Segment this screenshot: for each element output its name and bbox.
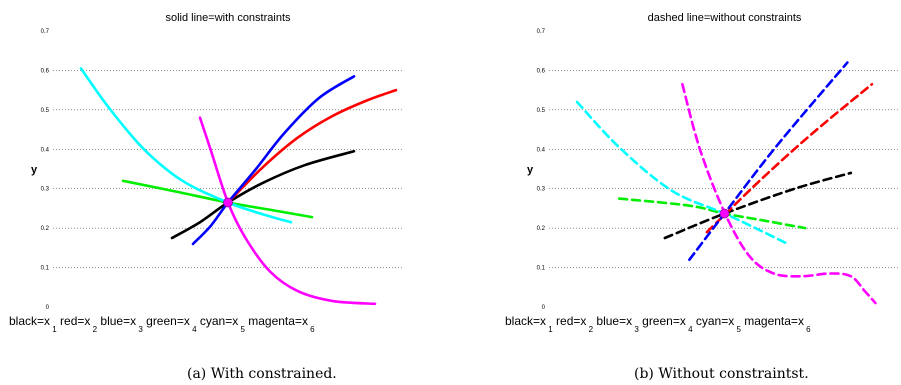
- y-tick-label: 0.1: [41, 266, 50, 272]
- y-tick-label: 0.6: [41, 68, 50, 74]
- y-tick-label: 0.6: [537, 68, 546, 74]
- y-axis-label: y: [31, 164, 38, 176]
- series-line-6: [198, 116, 377, 306]
- y-tick-label: 0.5: [41, 108, 50, 114]
- figure-caption: (a) With constrained.: [187, 366, 337, 382]
- y-tick-label: 0.3: [41, 187, 50, 193]
- panel-with-constraints: solid line=with constraints 0 0.1 0.2 0.3 0.4…: [9, 12, 403, 382]
- figure-caption: (b) Without constraintst.: [634, 366, 809, 382]
- y-tick-label: 0.1: [537, 266, 546, 272]
- x-axis-label: black=x 1 red=x 2 blue=x 3 green=x 4 cya…: [505, 314, 811, 334]
- y-tick-label: 0: [46, 305, 50, 311]
- y-tick-label: 0.2: [41, 226, 50, 232]
- intersection-marker: [719, 208, 730, 219]
- x-axis-label: black=x 1 red=x 2 blue=x 3 green=x 4 cya…: [9, 314, 315, 334]
- y-tick-label: 0.7: [41, 29, 50, 35]
- series-line-1: [170, 149, 356, 240]
- series-line-3: [191, 75, 356, 246]
- y-tick-label: 0.2: [537, 226, 546, 232]
- y-tick-label: 0.7: [537, 29, 546, 35]
- y-tick-label: 0.5: [537, 108, 546, 114]
- series-line-6: [681, 82, 877, 305]
- y-tick-label: 0.3: [537, 187, 546, 193]
- series-line-1: [663, 171, 853, 240]
- y-tick-label: 0.4: [41, 147, 50, 153]
- y-axis-label: y: [527, 164, 534, 176]
- chart-title: solid line=with constraints: [165, 12, 291, 24]
- y-tick-label: 0.4: [537, 147, 546, 153]
- chart-title: dashed line=without constraints: [648, 12, 802, 24]
- series-line-2: [705, 82, 874, 234]
- series-line-2: [226, 88, 398, 204]
- series-line-5: [79, 67, 293, 224]
- series-line-5: [575, 100, 789, 246]
- series-line-4: [617, 197, 807, 230]
- intersection-marker: [223, 197, 233, 208]
- y-tick-label: 0: [542, 305, 546, 311]
- panel-without-constraints: dashed line=without constraints 0 0.1 0.2 0.…: [505, 12, 900, 382]
- series-line-3: [688, 61, 849, 261]
